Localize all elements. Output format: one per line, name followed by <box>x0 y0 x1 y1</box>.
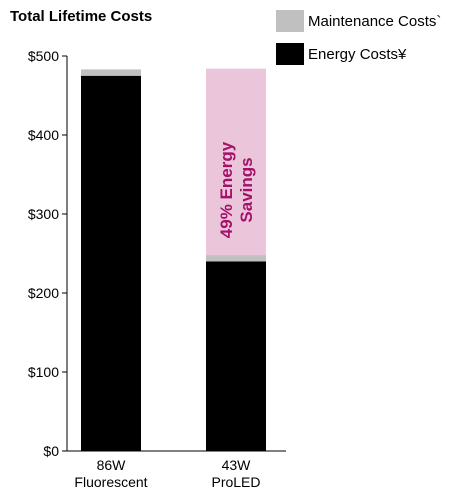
bar-segment-1-2 <box>206 68 266 256</box>
savings-annotation: 49% Energy Savings <box>217 141 256 238</box>
x-tick-label: ProLED <box>211 474 260 490</box>
legend-swatch-maintenance <box>276 10 304 32</box>
y-tick-label: $500 <box>28 48 59 64</box>
legend-label-maintenance: Maintenance Costs` <box>308 12 442 30</box>
y-tick-label: $0 <box>43 443 59 459</box>
y-tick-label: $200 <box>28 285 59 301</box>
bar-segment-1-1 <box>206 255 266 262</box>
x-tick-label: 43W <box>222 457 252 473</box>
bar-segment-0-0 <box>81 75 141 451</box>
legend-item-maintenance: Maintenance Costs` <box>276 10 441 32</box>
x-tick-label: Fluorescent <box>74 474 147 490</box>
y-tick-label: $300 <box>28 206 59 222</box>
bar-segment-1-0 <box>206 261 266 451</box>
legend-item-energy: Energy Costs¥ <box>276 43 406 65</box>
legend-swatch-energy <box>276 43 304 65</box>
bar-segment-0-1 <box>81 69 141 76</box>
savings-label-line: 49% Energy <box>217 141 236 238</box>
y-tick-label: $100 <box>28 364 59 380</box>
x-tick-label: 86W <box>97 457 127 473</box>
legend-label-energy: Energy Costs¥ <box>308 45 407 63</box>
chart-title: Total Lifetime Costs <box>10 8 153 25</box>
savings-label-line: Savings <box>237 157 256 222</box>
y-tick-label: $400 <box>28 127 59 143</box>
